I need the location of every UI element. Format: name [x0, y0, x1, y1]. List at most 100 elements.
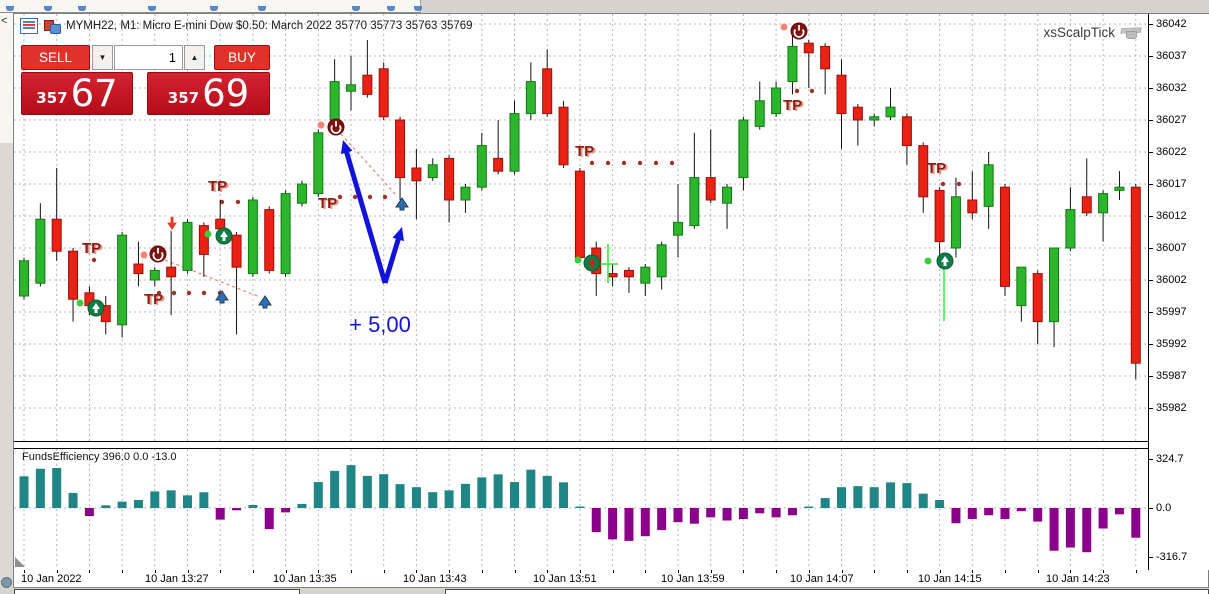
- time-tick: [122, 570, 124, 573]
- price-tick: [1149, 184, 1153, 185]
- time-tick: [481, 570, 483, 573]
- price-axis-label: 36007: [1156, 242, 1187, 254]
- time-tick: [776, 570, 778, 573]
- price-tick: [1149, 344, 1153, 345]
- price-tick: [1149, 120, 1153, 121]
- toolbar-icon[interactable]: [258, 6, 266, 11]
- time-tick: [939, 570, 941, 573]
- svg-text:TP: TP: [210, 179, 229, 196]
- time-tick: [972, 570, 974, 573]
- top-toolbar[interactable]: [0, 0, 1209, 13]
- price-axis-label: 35992: [1156, 338, 1187, 350]
- toolbar-icon[interactable]: [210, 6, 218, 11]
- price-axis-label: 35997: [1156, 306, 1187, 318]
- time-tick: [547, 570, 549, 573]
- collapsed-panel-strip[interactable]: <: [0, 13, 14, 594]
- time-tick: [1037, 570, 1039, 573]
- sell-flag-icon: [164, 215, 180, 233]
- sell-button[interactable]: SELL: [21, 45, 90, 70]
- time-tick: [154, 570, 156, 573]
- time-axis-label: 10 Jan 14:15: [918, 573, 982, 585]
- toolbar-icon[interactable]: [352, 6, 360, 11]
- chart-shift-icon[interactable]: [44, 19, 61, 34]
- buy-entry-icon: [936, 252, 954, 270]
- time-tick: [612, 570, 614, 573]
- toolbar-icon[interactable]: [387, 6, 395, 11]
- sell-entry-icon: [327, 118, 345, 136]
- ea-name-label: xsScalpTick: [1043, 24, 1115, 40]
- buy-price-prefix: 357: [167, 89, 200, 107]
- time-tick: [416, 570, 418, 573]
- dock-icon[interactable]: [1, 577, 12, 588]
- price-tick: [1149, 56, 1153, 57]
- grid-layer: [14, 14, 1148, 441]
- price-axis-label: 36037: [1156, 50, 1187, 62]
- background-window-edge[interactable]: [14, 589, 300, 594]
- time-axis-label: 10 Jan 13:27: [145, 573, 209, 585]
- indicator-subwindow[interactable]: [14, 448, 1148, 571]
- tp-hit-arrow-icon: [258, 295, 272, 309]
- buy-button[interactable]: BUY: [214, 45, 270, 70]
- indicator-axis-label: 324.7: [1156, 453, 1184, 465]
- svg-text:TP: TP: [208, 178, 227, 195]
- tp-hit-arrow-icon: [215, 290, 229, 304]
- toolbar-icon[interactable]: [414, 6, 422, 11]
- buy-entry-icon: [87, 299, 105, 317]
- price-axis-label: 36002: [1156, 274, 1187, 286]
- price-tick: [1149, 88, 1153, 89]
- time-tick: [1135, 570, 1137, 573]
- time-axis-label: 10 Jan 13:35: [273, 573, 337, 585]
- time-tick: [678, 570, 679, 573]
- time-tick: [383, 570, 385, 573]
- time-tick: [187, 570, 189, 573]
- quantity-input[interactable]: 1: [114, 45, 183, 70]
- price-tick: [1149, 376, 1153, 377]
- collapse-arrow-icon[interactable]: <: [1, 15, 8, 27]
- price-axis[interactable]: 36042 36037 36032 36027 36022 36017 36012 36007…: [1148, 14, 1209, 570]
- time-axis-label: 10 Jan 13:51: [533, 573, 597, 585]
- svg-text:TP: TP: [146, 292, 165, 309]
- price-axis-label: 35987: [1156, 370, 1187, 382]
- indicator-axis-label: -316.7: [1156, 551, 1188, 563]
- sell-price-button[interactable]: 357 67: [21, 72, 133, 115]
- sell-price-value: 67: [70, 72, 118, 115]
- resize-corner-icon[interactable]: [15, 557, 25, 567]
- toolbar-left[interactable]: [0, 0, 422, 13]
- toolbar-icon[interactable]: [78, 6, 86, 11]
- time-tick: [514, 570, 516, 573]
- time-tick: [318, 570, 320, 573]
- svg-text:+ 5,00: + 5,00: [349, 312, 411, 337]
- one-click-trading-panel: SELL ▼ 1 ▲ BUY 357 67 357 69: [21, 45, 270, 115]
- time-axis-label: 10 Jan 14:23: [1046, 573, 1110, 585]
- toolbar-icon[interactable]: [6, 6, 14, 11]
- quotes-table-icon[interactable]: [20, 18, 38, 34]
- time-tick: [710, 570, 712, 573]
- tp-hit-arrow-icon: [395, 197, 409, 211]
- chart-title: MYMH22, M1: Micro E-mini Dow $0.50: Marc…: [66, 20, 473, 32]
- price-axis-label: 36017: [1156, 178, 1187, 190]
- background-window-edge[interactable]: [445, 589, 1209, 594]
- svg-text:TP: TP: [929, 161, 948, 178]
- time-tick: [906, 570, 908, 573]
- profit-arrow-layer: + 5,00: [340, 140, 411, 337]
- time-axis[interactable]: 10 Jan 2022 10 Jan 13:27 10 Jan 13:35 10 Ja…: [14, 570, 1148, 587]
- toolbar-icon[interactable]: [148, 6, 156, 11]
- quantity-increase-button[interactable]: ▲: [184, 45, 205, 70]
- chart-splitter[interactable]: [14, 441, 1148, 442]
- toolbar-icon[interactable]: [44, 6, 52, 11]
- ea-watermark: xsScalpTick: [1043, 24, 1142, 40]
- svg-text:TP: TP: [785, 98, 804, 115]
- price-tick: [1149, 408, 1153, 409]
- indicator-grid-layer: [14, 449, 1148, 568]
- price-axis-label: 36022: [1156, 146, 1187, 158]
- buy-price-button[interactable]: 357 69: [147, 72, 270, 115]
- chart-header: MYMH22, M1: Micro E-mini Dow $0.50: Marc…: [20, 17, 473, 35]
- histogram-layer: [19, 465, 1141, 553]
- indicator-tick: [1149, 459, 1153, 460]
- time-tick: [1005, 570, 1006, 573]
- graduation-cap-icon[interactable]: [1120, 24, 1142, 40]
- quantity-dropdown[interactable]: ▼: [92, 45, 113, 70]
- price-tick: [1149, 24, 1153, 25]
